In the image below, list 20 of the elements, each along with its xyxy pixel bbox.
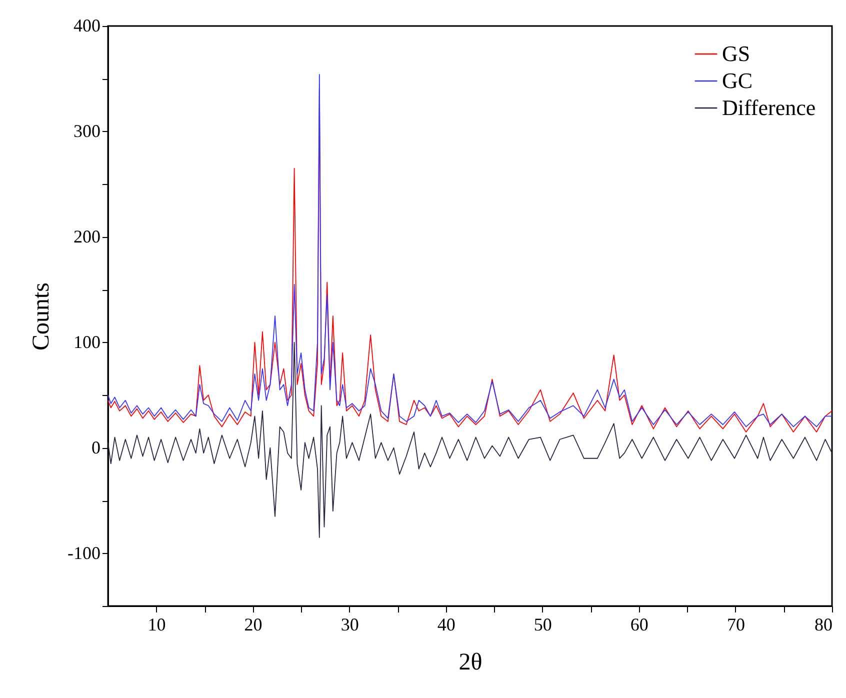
line-series	[108, 342, 832, 538]
y-axis-title: Counts	[28, 282, 55, 351]
y-tick-label: 300	[74, 120, 100, 141]
x-tick-label: 20	[244, 614, 262, 634]
x-tick-label: 30	[340, 614, 359, 634]
y-tick-label: 100	[74, 332, 100, 352]
y-tick-label: 200	[74, 226, 100, 246]
x-tick-label: 80	[814, 614, 832, 634]
x-tick-label: 40	[437, 614, 456, 634]
legend-label: GC	[722, 68, 753, 93]
legend-label: GS	[722, 41, 750, 66]
x-tick-label: 60	[630, 614, 648, 634]
y-tick-label: -100	[68, 542, 100, 563]
legend-label: Difference	[722, 95, 816, 120]
y-tick-label: 400	[74, 16, 100, 36]
x-axis-title: 2θ	[458, 650, 482, 676]
x-tick-label: 70	[726, 614, 745, 634]
x-tick-label: 10	[148, 614, 166, 634]
y-tick-label: 0	[92, 437, 100, 458]
x-tick-label: 50	[534, 614, 552, 634]
